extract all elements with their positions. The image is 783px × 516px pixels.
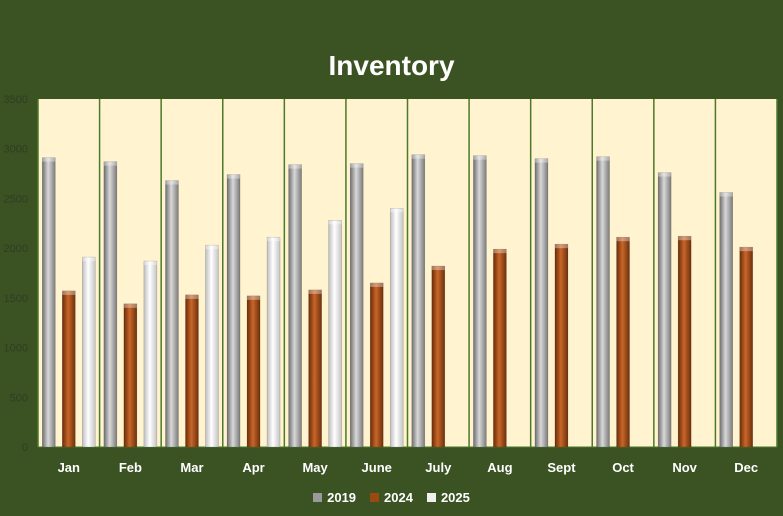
legend-item-2025: 2025 bbox=[426, 490, 470, 505]
bar-2019-oct bbox=[596, 156, 610, 448]
y-axis-ticks: 0 500 1000 1500 2000 2500 3000 3500 bbox=[4, 94, 28, 454]
bar-cap bbox=[42, 157, 56, 162]
bar-2019-aug bbox=[473, 155, 487, 448]
bar-cap bbox=[350, 163, 364, 168]
bar-cap bbox=[205, 245, 219, 250]
bar-cap bbox=[370, 282, 384, 287]
bar-2019-apr bbox=[226, 174, 241, 448]
bar-2019-feb bbox=[103, 161, 118, 448]
bar-cap bbox=[493, 249, 507, 254]
bar-2024-feb bbox=[123, 303, 138, 448]
legend-item-2019: 2019 bbox=[313, 490, 356, 505]
bar-2024-sept bbox=[554, 243, 569, 448]
bar-cap bbox=[165, 180, 179, 185]
bar-cap bbox=[739, 247, 753, 252]
bar-cap bbox=[554, 244, 568, 249]
bar-cap bbox=[308, 289, 322, 294]
bar-cap bbox=[328, 220, 342, 225]
bar-cap bbox=[227, 174, 241, 179]
bar-cap bbox=[143, 261, 157, 266]
bar-2024-may bbox=[308, 289, 322, 448]
bars bbox=[42, 154, 753, 448]
bar-2019-sept bbox=[534, 158, 549, 448]
bar-cap bbox=[390, 208, 404, 213]
bar-2024-apr bbox=[246, 295, 261, 448]
legend-label: 2019 bbox=[327, 490, 357, 505]
bar-cap bbox=[288, 164, 302, 169]
bar-2019-nov bbox=[657, 172, 672, 448]
category-separators bbox=[37, 99, 778, 448]
bar-cap bbox=[596, 156, 610, 161]
bar-cap bbox=[658, 172, 672, 177]
x-tick-label: Jan bbox=[58, 460, 80, 475]
x-tick-label: Nov bbox=[672, 460, 697, 475]
bar-cap bbox=[62, 290, 76, 295]
bar-2025-mar bbox=[205, 244, 219, 448]
bar-cap bbox=[82, 257, 96, 262]
x-tick-label: Oct bbox=[612, 460, 634, 475]
legend-swatch bbox=[426, 493, 436, 502]
bar-2025-feb bbox=[143, 260, 158, 448]
y-tick-label: 3500 bbox=[4, 94, 28, 106]
y-tick-label: 0 bbox=[22, 442, 28, 454]
y-tick-label: 1000 bbox=[4, 343, 28, 355]
bar-cap bbox=[247, 295, 261, 300]
bar-2025-apr bbox=[266, 236, 281, 448]
bar-2024-dec bbox=[739, 246, 753, 448]
x-tick-label: Feb bbox=[119, 460, 142, 475]
bar-2024-mar bbox=[185, 294, 199, 448]
bar-cap bbox=[103, 161, 117, 166]
x-axis-ticks: Jan Feb Mar Apr May June July Aug Sept Oct Nov Dec bbox=[58, 460, 759, 475]
bar-2025-june bbox=[389, 208, 404, 448]
legend-label: 2025 bbox=[440, 490, 470, 505]
bar-2019-may bbox=[288, 164, 302, 448]
bar-cap bbox=[473, 155, 487, 160]
x-tick-label: May bbox=[302, 460, 328, 475]
bar-2019-july bbox=[411, 154, 426, 448]
bar-2019-jan bbox=[42, 157, 56, 448]
legend: 2019 2024 2025 bbox=[0, 490, 783, 505]
bar-2019-dec bbox=[719, 192, 733, 448]
x-tick-label: Apr bbox=[242, 460, 264, 475]
bar-2024-jan bbox=[62, 290, 76, 448]
y-tick-label: 2500 bbox=[4, 193, 28, 205]
legend-swatch bbox=[313, 493, 323, 502]
bar-2025-may bbox=[328, 220, 342, 448]
bar-cap bbox=[616, 237, 630, 242]
legend-swatch bbox=[370, 493, 380, 502]
bar-cap bbox=[678, 236, 692, 241]
bar-2024-oct bbox=[616, 236, 630, 448]
chart-title: Inventory bbox=[328, 50, 455, 81]
bar-cap bbox=[185, 294, 199, 299]
legend-item-2024: 2024 bbox=[370, 490, 413, 505]
x-tick-label: Mar bbox=[180, 460, 203, 475]
bar-2025-jan bbox=[82, 256, 96, 448]
bar-cap bbox=[411, 154, 425, 159]
y-tick-label: 500 bbox=[10, 392, 28, 404]
bar-2019-june bbox=[349, 163, 364, 448]
bar-cap bbox=[534, 158, 548, 163]
legend-label: 2024 bbox=[384, 490, 413, 505]
bar-2024-june bbox=[369, 282, 384, 448]
bar-cap bbox=[719, 192, 733, 197]
bar-2024-nov bbox=[677, 235, 692, 448]
x-tick-label: Sept bbox=[547, 460, 576, 475]
y-tick-label: 3000 bbox=[4, 144, 28, 156]
bar-2019-mar bbox=[165, 180, 179, 448]
x-tick-label: July bbox=[425, 460, 452, 475]
bar-cap bbox=[431, 266, 445, 271]
bar-2024-july bbox=[431, 265, 446, 448]
bar-cap bbox=[123, 303, 137, 308]
y-tick-label: 2000 bbox=[4, 243, 28, 255]
bar-cap bbox=[267, 237, 281, 242]
x-tick-label: Aug bbox=[487, 460, 512, 475]
x-tick-label: Dec bbox=[734, 460, 758, 475]
bar-2024-aug bbox=[493, 248, 507, 448]
y-tick-label: 1500 bbox=[4, 293, 28, 305]
x-tick-label: June bbox=[362, 460, 392, 475]
